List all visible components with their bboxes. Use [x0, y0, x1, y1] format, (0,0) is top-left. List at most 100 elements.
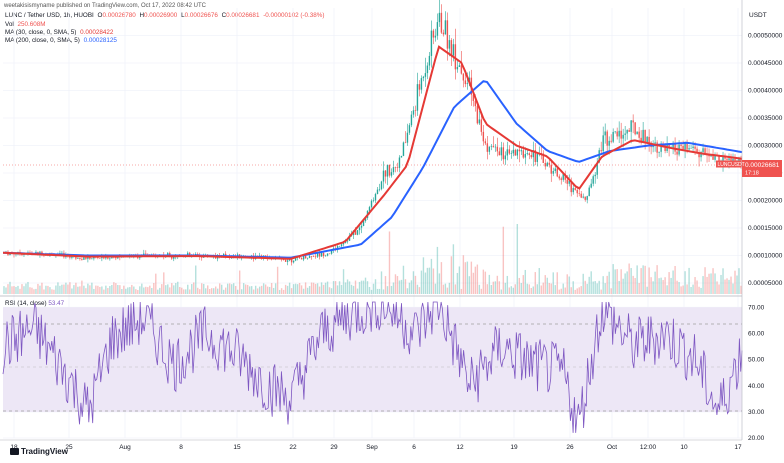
volume-bar: [612, 264, 614, 294]
candle-body: [644, 129, 646, 143]
time-tick-label: 22: [289, 444, 297, 451]
volume-bar: [732, 283, 734, 294]
volume-bar: [600, 289, 602, 294]
symbol-legend[interactable]: LUNC / Tether USD, 1h, HUOBI O0.00026780…: [5, 12, 324, 19]
rsi-axis: 70.00 60.00 50.00 40.00 30.00 20.00: [748, 304, 765, 442]
candle-body: [660, 143, 662, 152]
candle-body: [620, 130, 622, 139]
volume-bar: [648, 267, 650, 294]
volume-bar: [21, 284, 23, 294]
volume-bar: [402, 265, 405, 294]
candle-body: [258, 255, 261, 257]
time-tick-label: 18: [10, 444, 18, 451]
volume-bar: [544, 275, 546, 294]
volume-bar: [312, 282, 315, 294]
candle-body: [514, 149, 517, 156]
last-price-tag-time: 17:18: [745, 171, 759, 177]
volume-bar: [344, 282, 347, 294]
volume-bar: [366, 281, 369, 294]
volume-bar: [730, 276, 732, 294]
volume-bar: [502, 226, 505, 294]
candle-body: [460, 65, 463, 74]
volume-bar: [25, 283, 27, 294]
volume-bar: [93, 288, 95, 294]
volume-bar: [424, 272, 427, 294]
watermark-text: TradingView: [21, 447, 68, 456]
volume-bar: [97, 285, 99, 294]
candle-body: [167, 252, 169, 256]
time-tick-label: 29: [330, 444, 338, 451]
volume-bar: [270, 283, 273, 294]
volume-bar: [458, 266, 461, 294]
volume-bar: [704, 267, 706, 294]
candle-body: [79, 257, 81, 259]
volume-bar: [478, 284, 481, 294]
volume-bar: [516, 224, 519, 294]
candle-body: [324, 255, 327, 257]
ma30-legend[interactable]: MA (30, close, 0, SMA, 5) 0.00028422: [5, 29, 113, 36]
candle-body: [388, 164, 391, 176]
volume-bar: [438, 273, 441, 294]
volume-bar: [518, 277, 521, 294]
volume-bar: [592, 281, 594, 294]
volume-bar: [720, 274, 722, 294]
candle-body: [302, 255, 305, 260]
candle-body: [173, 257, 175, 259]
candle-body: [111, 257, 113, 259]
volume-bar: [201, 283, 203, 294]
volume-bar: [358, 281, 361, 294]
volume-bar: [468, 276, 471, 294]
low-label: L: [181, 12, 185, 19]
candle-body: [640, 137, 642, 143]
volume-bar: [101, 286, 103, 294]
volume-bar: [620, 269, 622, 294]
volume-bar: [326, 281, 329, 294]
volume-bar: [157, 289, 159, 294]
volume-bar: [474, 266, 477, 294]
candle-body: [69, 256, 71, 258]
tradingview-watermark[interactable]: TradingView: [10, 447, 68, 456]
volume-bar: [238, 270, 241, 294]
candle-body: [488, 146, 491, 152]
volume-bar: [670, 277, 672, 294]
volume-bar: [49, 287, 51, 294]
volume-bar: [141, 283, 143, 294]
volume-bar: [53, 289, 55, 294]
candle-body: [726, 158, 728, 160]
volume-bar: [338, 281, 341, 294]
ma200-legend[interactable]: MA (200, close, 0, SMA, 5) 0.00028125: [5, 37, 117, 44]
candle-body: [564, 173, 566, 180]
rsi-tick-label: 60.00: [748, 331, 765, 338]
ma30-line: [2, 45, 743, 260]
volume-bar: [151, 287, 153, 294]
candle-body: [318, 253, 321, 257]
volume-bar: [304, 282, 307, 294]
candle-body: [588, 187, 590, 197]
volume-bar: [382, 289, 385, 294]
candle-body: [390, 172, 393, 176]
candle-body: [420, 78, 423, 90]
volume-bar: [728, 279, 730, 294]
volume-bar: [378, 288, 381, 294]
volume-bar: [526, 283, 528, 294]
candle-body: [548, 162, 550, 165]
volume-bar: [266, 286, 269, 294]
volume-bar: [121, 289, 123, 294]
rsi-legend[interactable]: RSI (14, close) 53.47: [5, 300, 64, 307]
low-value: 0.00026676: [184, 12, 218, 19]
volume-legend[interactable]: Vol 250.608M: [5, 21, 46, 28]
volume-bar: [125, 288, 127, 294]
candle-body: [304, 255, 307, 259]
volume-bar: [282, 289, 285, 294]
volume-bar: [496, 275, 499, 294]
candle-body: [528, 153, 530, 156]
candle-body: [436, 22, 439, 36]
candle-body: [512, 149, 515, 154]
time-tick-label: 25: [65, 444, 73, 451]
candle-body: [718, 155, 720, 162]
candle-body: [530, 155, 532, 158]
volume-bar: [434, 283, 437, 294]
volume-bar: [656, 265, 658, 294]
candle-body: [614, 131, 616, 133]
